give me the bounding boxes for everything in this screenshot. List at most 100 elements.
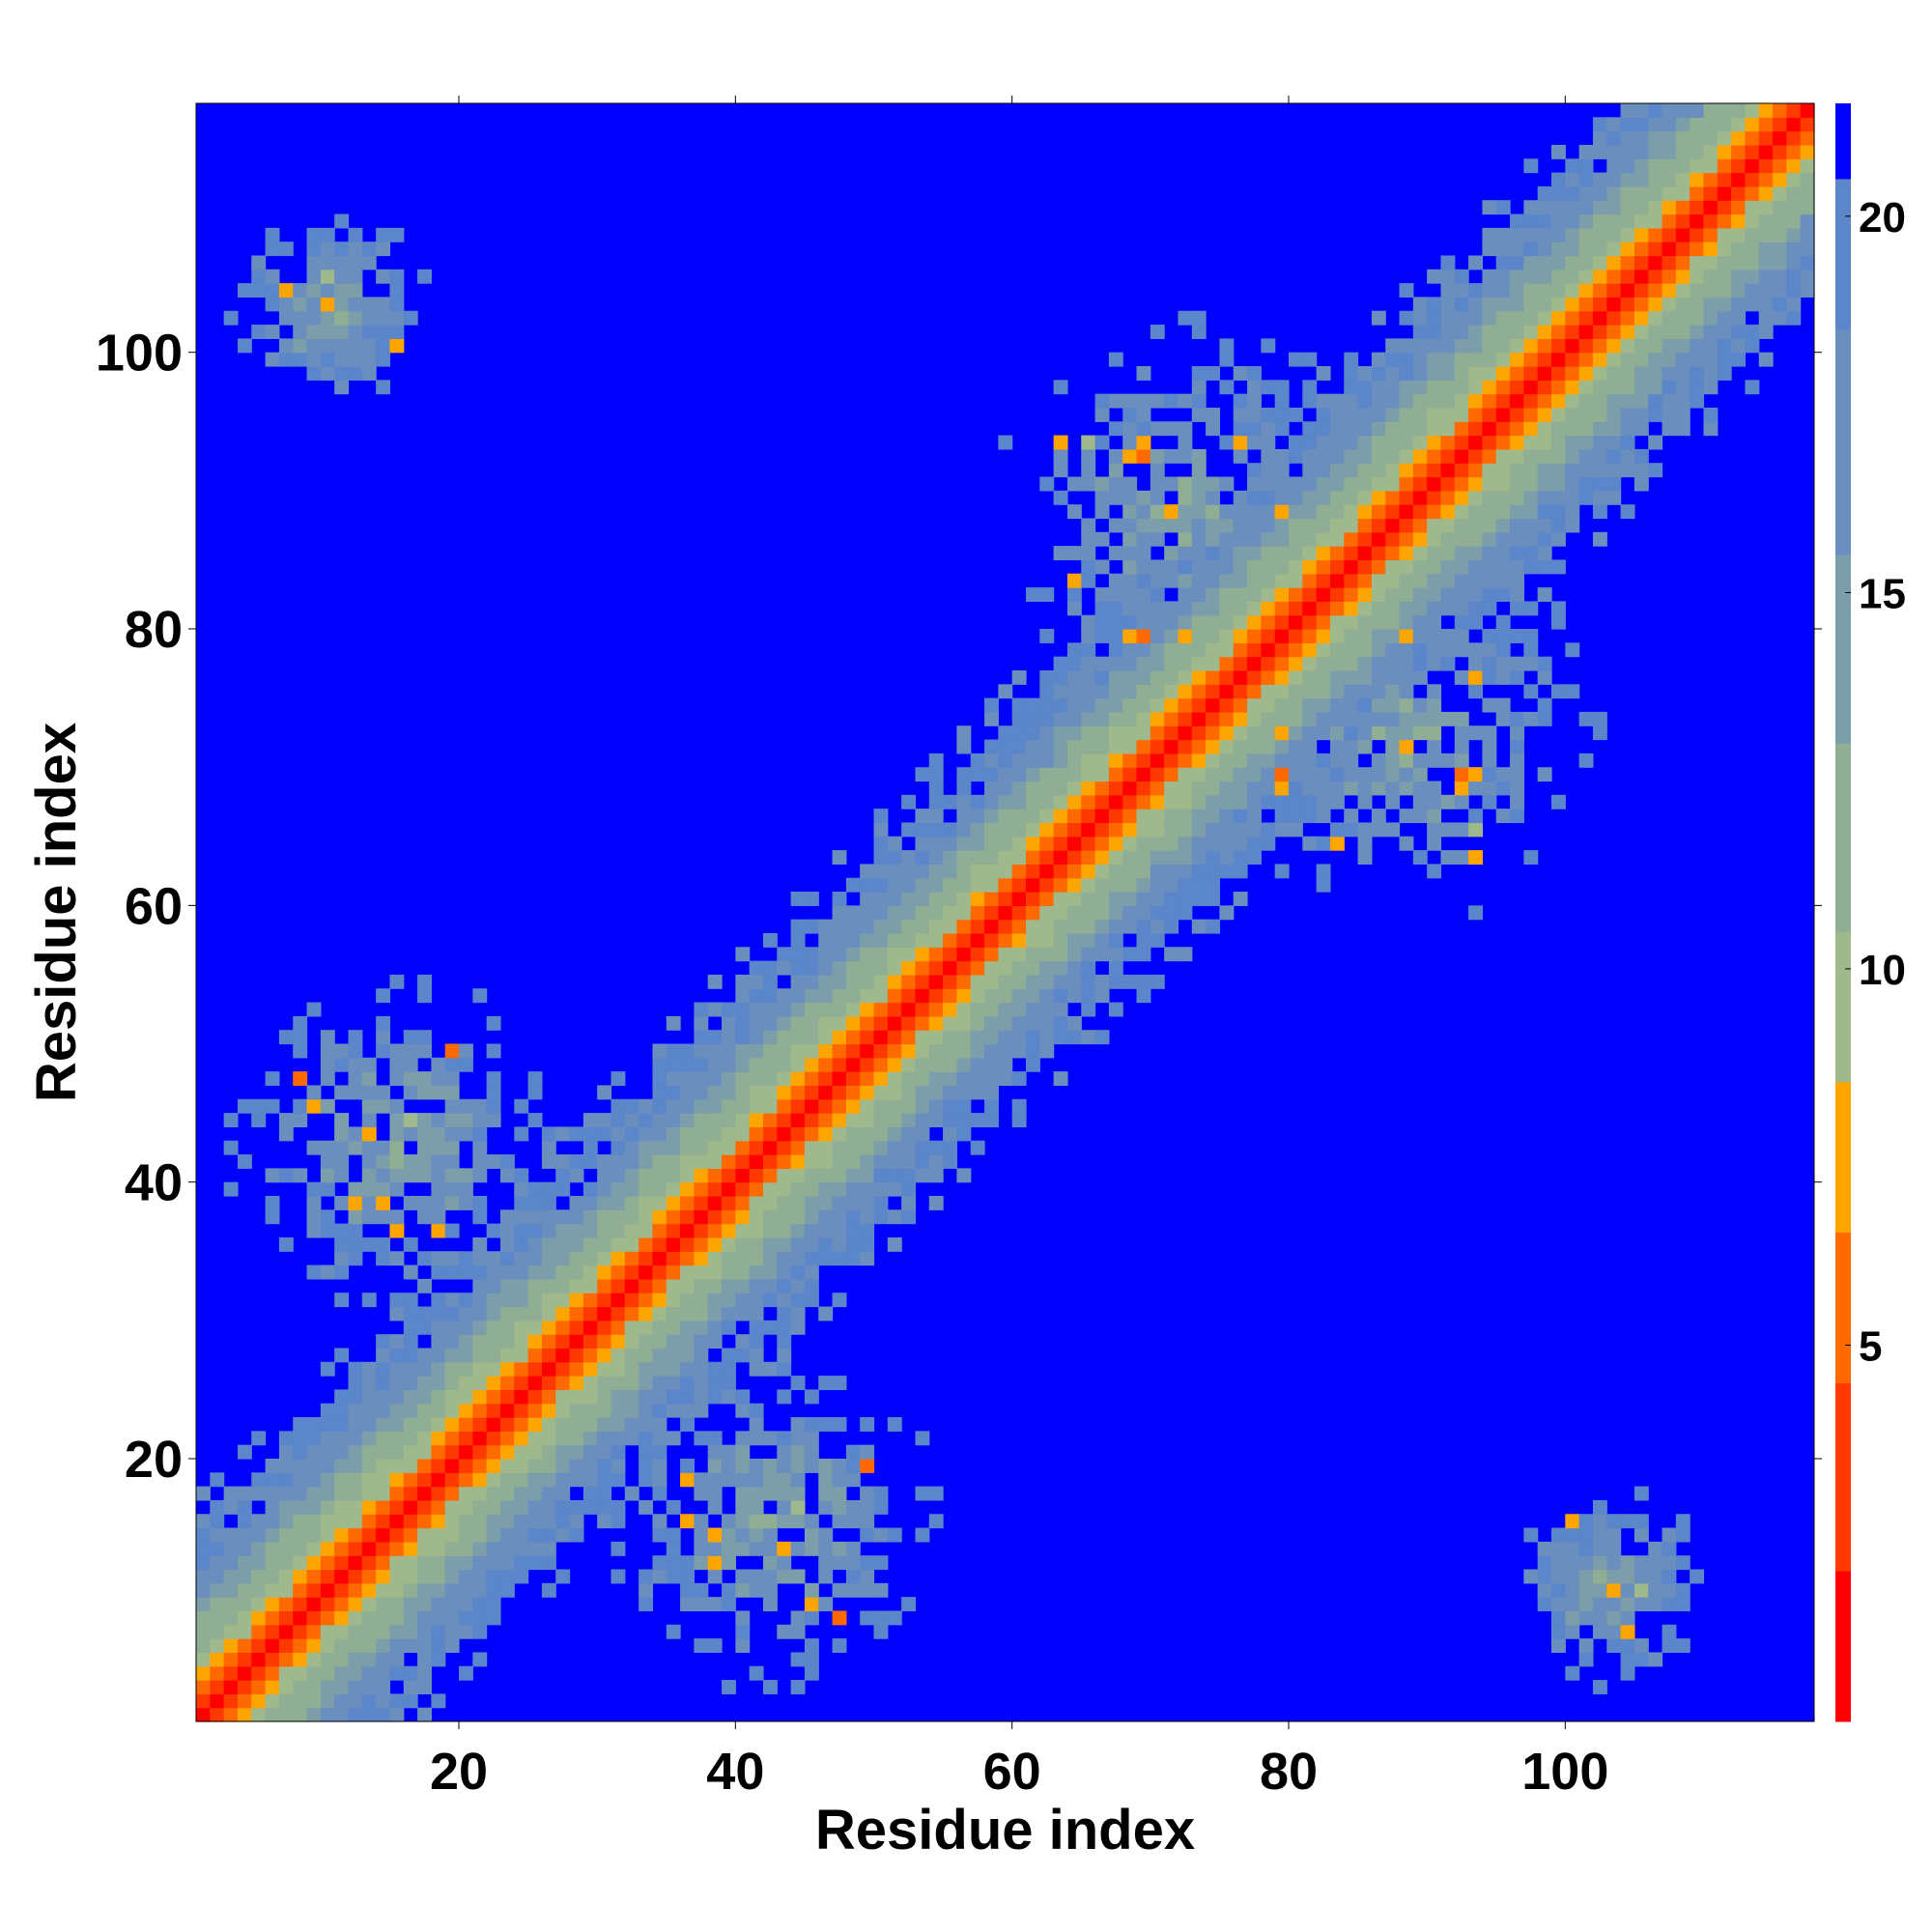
heatmap-cell xyxy=(1495,476,1511,492)
heatmap-cell xyxy=(1717,158,1732,174)
heatmap-cell xyxy=(306,1085,322,1100)
heatmap-cell xyxy=(278,1665,294,1681)
heatmap-cell xyxy=(1066,850,1082,865)
heatmap-cell xyxy=(1066,960,1082,976)
heatmap-cell xyxy=(928,932,944,948)
heatmap-cell xyxy=(1412,794,1428,810)
heatmap-cell xyxy=(1758,297,1774,312)
heatmap-cell xyxy=(915,974,930,989)
heatmap-cell xyxy=(832,1057,847,1072)
heatmap-cell xyxy=(970,892,985,906)
heatmap-cell xyxy=(735,1541,751,1556)
heatmap-cell xyxy=(1206,697,1221,713)
heatmap-cell xyxy=(541,1376,556,1391)
heatmap-cell xyxy=(361,1610,377,1626)
heatmap-cell xyxy=(1662,213,1677,229)
heatmap-cell xyxy=(943,822,957,838)
heatmap-cell xyxy=(389,1569,405,1584)
heatmap-cell xyxy=(887,892,902,906)
heatmap-cell xyxy=(348,242,363,257)
heatmap-cell xyxy=(1523,711,1539,726)
heatmap-cell xyxy=(762,932,778,948)
heatmap-cell xyxy=(251,1098,267,1114)
heatmap-cell xyxy=(1302,546,1318,561)
heatmap-cell xyxy=(804,1057,819,1072)
heatmap-cell xyxy=(624,1154,639,1169)
heatmap-cell xyxy=(1440,463,1456,478)
heatmap-cell xyxy=(376,1680,391,1694)
heatmap-cell xyxy=(541,1236,556,1252)
heatmap-cell xyxy=(1510,794,1524,810)
heatmap-cell xyxy=(1565,366,1580,381)
heatmap-cell xyxy=(1178,794,1193,810)
heatmap-cell xyxy=(762,1168,778,1183)
heatmap-cell xyxy=(514,1348,529,1363)
heatmap-cell xyxy=(1648,310,1663,326)
heatmap-cell xyxy=(1412,297,1428,312)
heatmap-cell xyxy=(1316,393,1331,409)
heatmap-cell xyxy=(514,1098,529,1114)
heatmap-cell xyxy=(1371,504,1386,520)
heatmap-cell xyxy=(1288,642,1303,658)
heatmap-cell xyxy=(1565,242,1580,257)
heatmap-cell xyxy=(1206,767,1221,782)
heatmap-cell xyxy=(348,1582,363,1598)
heatmap-cell xyxy=(1122,781,1138,796)
heatmap-cell xyxy=(680,1126,695,1142)
heatmap-cell xyxy=(389,310,405,326)
heatmap-cell xyxy=(901,1168,917,1183)
heatmap-cell xyxy=(1427,573,1442,588)
heatmap-cell xyxy=(749,1417,764,1432)
heatmap-cell xyxy=(1412,325,1428,339)
heatmap-cell xyxy=(403,1113,418,1128)
heatmap-cell xyxy=(1468,407,1484,422)
heatmap-cell xyxy=(652,1431,668,1446)
heatmap-cell xyxy=(1011,725,1027,741)
heatmap-cell xyxy=(251,255,267,270)
heatmap-cell xyxy=(237,1541,252,1556)
heatmap-cell xyxy=(611,1403,626,1418)
heatmap-cell xyxy=(306,255,322,270)
heatmap-cell xyxy=(541,1527,556,1543)
heatmap-cell xyxy=(1399,587,1414,602)
heatmap-cell xyxy=(1385,629,1401,643)
heatmap-cell xyxy=(1233,656,1248,671)
heatmap-cell xyxy=(1427,781,1442,796)
heatmap-cell xyxy=(845,1209,861,1225)
heatmap-cell xyxy=(1164,892,1179,906)
heatmap-cell xyxy=(1108,767,1123,782)
heatmap-cell xyxy=(984,739,999,754)
heatmap-cell xyxy=(1011,794,1027,810)
heatmap-cell xyxy=(431,1293,446,1308)
heatmap-cell xyxy=(1233,781,1248,796)
heatmap-cell xyxy=(527,1236,543,1252)
heatmap-cell xyxy=(1620,435,1635,450)
heatmap-cell xyxy=(486,1278,501,1293)
heatmap-cell xyxy=(1592,255,1607,270)
heatmap-cell xyxy=(472,1126,488,1142)
heatmap-cell xyxy=(1025,1057,1040,1072)
heatmap-cell xyxy=(680,1098,695,1114)
heatmap-cell xyxy=(403,1403,418,1418)
heatmap-cell xyxy=(832,974,847,989)
heatmap-cell xyxy=(1371,546,1386,561)
heatmap-cell xyxy=(1371,380,1386,395)
heatmap-cell xyxy=(1427,504,1442,520)
heatmap-cell xyxy=(1675,213,1690,229)
heatmap-cell xyxy=(639,1472,654,1488)
heatmap-cell xyxy=(1344,601,1359,616)
heatmap-cell xyxy=(790,1071,806,1087)
heatmap-cell xyxy=(334,1293,350,1308)
heatmap-cell xyxy=(541,1195,556,1210)
heatmap-cell xyxy=(1385,490,1401,505)
heatmap-cell xyxy=(1081,809,1096,824)
heatmap-cell xyxy=(1675,407,1690,422)
heatmap-cell xyxy=(790,1278,806,1293)
heatmap-cell xyxy=(956,1113,972,1128)
heatmap-cell xyxy=(873,1624,889,1639)
heatmap-cell xyxy=(722,1320,736,1335)
heatmap-cell xyxy=(320,1638,335,1654)
heatmap-cell xyxy=(431,1181,446,1197)
heatmap-cell xyxy=(1206,614,1221,630)
heatmap-cell xyxy=(376,227,391,242)
